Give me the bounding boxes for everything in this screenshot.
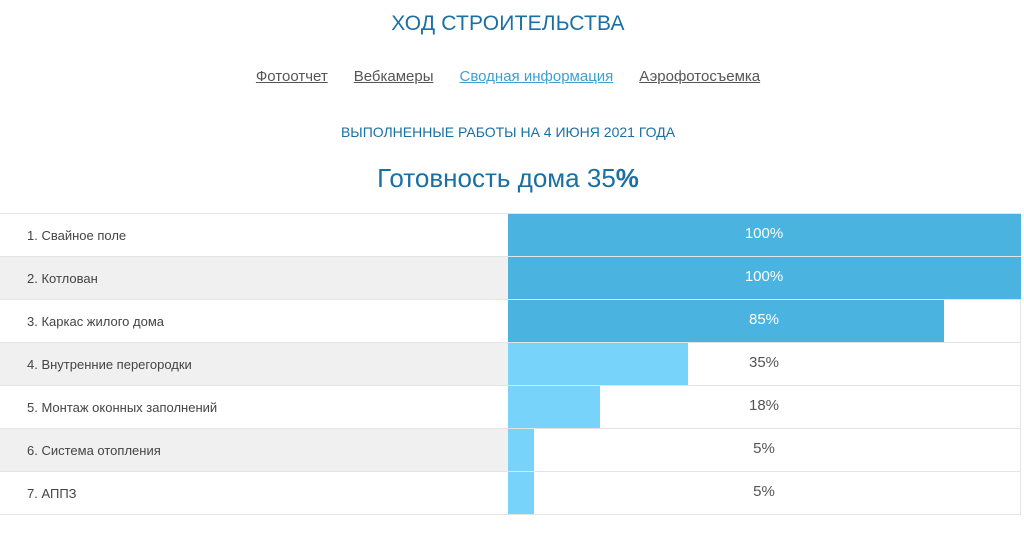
progress-bar-fill — [508, 386, 600, 428]
progress-percent-label: 5% — [753, 483, 775, 500]
readiness-heading: Готовность дома 35% — [0, 163, 1016, 194]
progress-bar-track: 100% — [508, 214, 1021, 256]
section-nav: Фотоотчет Вебкамеры Сводная информация А… — [0, 68, 1016, 85]
progress-bar-fill — [508, 257, 1021, 299]
task-label: 4. Внутренние перегородки — [27, 357, 192, 372]
readiness-label: Готовность дома 35 — [377, 163, 616, 193]
table-row: 3. Каркас жилого дома 85% — [0, 300, 1021, 343]
nav-link-aerial-photo[interactable]: Аэрофотосъемка — [639, 68, 761, 85]
progress-bar-track: 18% — [508, 386, 1021, 428]
task-label: 6. Система отопления — [27, 443, 161, 458]
table-row: 6. Система отопления 5% — [0, 429, 1021, 472]
progress-bar-track: 5% — [508, 472, 1021, 514]
task-label: 1. Свайное поле — [27, 228, 127, 243]
progress-percent-label: 18% — [748, 397, 780, 414]
table-row: 1. Свайное поле 100% — [0, 214, 1021, 257]
progress-percent-label: 5% — [753, 440, 775, 457]
progress-bar-fill — [508, 214, 1021, 256]
progress-percent-label: 100% — [744, 268, 784, 285]
progress-table: 1. Свайное поле 100% 2. Котлован 100% 3. Кар… — [0, 213, 1021, 515]
task-label: 7. АППЗ — [27, 486, 77, 501]
progress-bar-track: 85% — [508, 300, 1021, 342]
page-title: ХОД СТРОИТЕЛЬСТВА — [391, 12, 625, 35]
task-label: 2. Котлован — [27, 271, 98, 286]
progress-bar-track: 5% — [508, 429, 1021, 471]
progress-percent-label: 100% — [744, 225, 784, 242]
table-row: 4. Внутренние перегородки 35% — [0, 343, 1021, 386]
progress-percent-label: 35% — [748, 354, 780, 371]
nav-link-photo-report[interactable]: Фотоотчет — [255, 68, 328, 85]
progress-bar-track: 35% — [508, 343, 1021, 385]
table-row: 5. Монтаж оконных заполнений 18% — [0, 386, 1021, 429]
nav-link-summary[interactable]: Сводная информация — [459, 68, 614, 85]
progress-percent-label: 85% — [748, 311, 780, 328]
progress-bar-fill — [508, 472, 534, 514]
progress-bar-track: 100% — [508, 257, 1021, 299]
nav-link-webcams[interactable]: Вебкамеры — [353, 68, 434, 85]
task-label: 5. Монтаж оконных заполнений — [27, 400, 218, 415]
report-date-heading: ВЫПОЛНЕННЫЕ РАБОТЫ НА 4 ИЮНЯ 2021 ГОДА — [340, 124, 676, 140]
progress-bar-fill — [508, 429, 534, 471]
table-row: 2. Котлован 100% — [0, 257, 1021, 300]
task-label: 3. Каркас жилого дома — [27, 314, 165, 329]
table-row: 7. АППЗ 5% — [0, 472, 1021, 515]
progress-bar-fill — [508, 343, 688, 385]
progress-bar-fill — [508, 300, 944, 342]
readiness-percent-sign: % — [615, 163, 639, 193]
